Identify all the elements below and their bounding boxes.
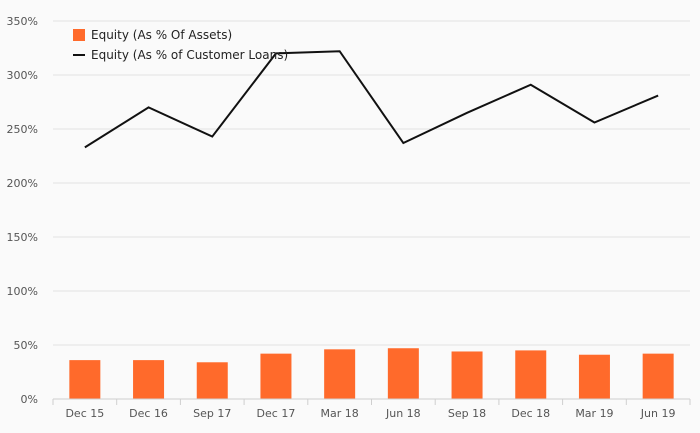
- x-tick-label: Mar 19: [575, 407, 613, 420]
- legend-label-bar[interactable]: Equity (As % Of Assets): [91, 28, 232, 42]
- line-point[interactable]: [208, 133, 216, 141]
- bar[interactable]: [642, 353, 674, 399]
- x-tick-label: Jun 18: [385, 407, 421, 420]
- line-series: [81, 47, 662, 151]
- y-tick-label: 150%: [7, 231, 38, 244]
- bar[interactable]: [387, 348, 419, 399]
- line-point[interactable]: [590, 119, 598, 127]
- y-axis: 0% 50% 100% 150% 200% 250% 300% 350%: [7, 15, 38, 406]
- series-line[interactable]: [84, 50, 659, 149]
- legend-label-line[interactable]: Equity (As % of Customer Loans): [91, 48, 288, 62]
- y-tick-label: 350%: [7, 15, 38, 28]
- bar[interactable]: [578, 354, 610, 399]
- x-axis: Dec 15 Dec 16 Sep 17 Dec 17 Mar 18 Jun 18 Sep …: [52, 398, 691, 420]
- x-tick-label: Dec 16: [129, 407, 168, 420]
- x-tick-label: Dec 15: [65, 407, 104, 420]
- line-point[interactable]: [463, 109, 471, 117]
- bar[interactable]: [324, 349, 356, 399]
- line-point[interactable]: [399, 139, 407, 147]
- y-tick-label: 0%: [21, 393, 38, 406]
- y-tick-label: 300%: [7, 69, 38, 82]
- line-point[interactable]: [654, 92, 662, 100]
- legend: Equity (As % Of Assets) Equity (As % of …: [73, 28, 288, 62]
- x-tick-label: Sep 17: [193, 407, 231, 420]
- bar[interactable]: [196, 362, 228, 399]
- x-tick-label: Dec 17: [257, 407, 296, 420]
- line-point[interactable]: [336, 47, 344, 55]
- bar[interactable]: [451, 351, 483, 399]
- y-tick-label: 250%: [7, 123, 38, 136]
- x-tick-label: Dec 18: [511, 407, 550, 420]
- y-tick-label: 200%: [7, 177, 38, 190]
- bar[interactable]: [260, 353, 292, 399]
- line-point[interactable]: [527, 81, 535, 89]
- bar[interactable]: [515, 350, 547, 399]
- line-point[interactable]: [81, 143, 89, 151]
- x-tick-label: Mar 18: [321, 407, 359, 420]
- bar[interactable]: [69, 360, 101, 399]
- y-tick-label: 50%: [14, 339, 38, 352]
- legend-swatch-bar: [73, 29, 85, 41]
- y-tick-label: 100%: [7, 285, 38, 298]
- line-point[interactable]: [145, 103, 153, 111]
- x-tick-label: Jun 19: [640, 407, 676, 420]
- bar[interactable]: [133, 360, 165, 399]
- x-tick-label: Sep 18: [448, 407, 486, 420]
- bar-series: [69, 348, 674, 399]
- grid: [53, 20, 690, 346]
